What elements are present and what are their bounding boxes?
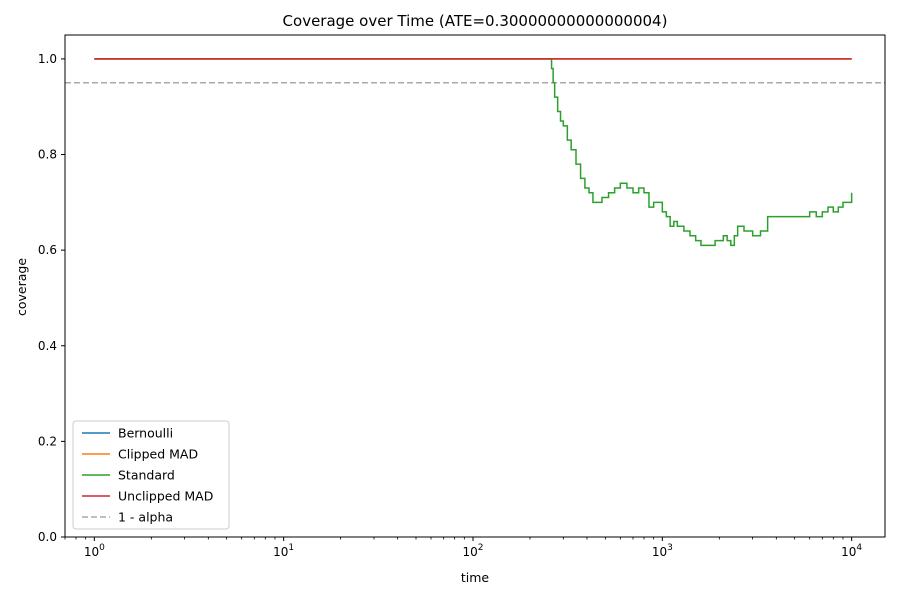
plot-area [65, 58, 885, 247]
y-tick-label: 0.8 [38, 148, 57, 162]
x-tick-label: 100 [84, 543, 105, 559]
legend-box [72, 420, 230, 530]
plot-frame [64, 34, 886, 538]
legend-label: Bernoulli [118, 426, 173, 441]
y-tick-label: 0.2 [38, 434, 57, 448]
y-tick-label: 1.0 [38, 52, 57, 66]
x-tick-label: 104 [841, 543, 862, 559]
legend-label: Unclipped MAD [118, 489, 213, 504]
y-tick-label: 0.4 [38, 339, 57, 353]
x-tick-label: 103 [652, 543, 673, 559]
y-axis-label: coverage [14, 258, 29, 316]
legend-label: Standard [118, 468, 175, 483]
x-tick-label: 102 [462, 543, 483, 559]
legend: Bernoulli Clipped MAD Standard Unclipped MA… [72, 420, 230, 530]
x-axis-label: time [461, 570, 490, 585]
chart-title: Coverage over Time (ATE=0.30000000000000… [283, 12, 668, 30]
legend-label: Clipped MAD [118, 447, 198, 462]
x-tick-label: 101 [273, 543, 294, 559]
series-line-standard [94, 58, 853, 247]
y-tick-label: 0.6 [38, 243, 57, 257]
legend-label: 1 - alpha [118, 510, 173, 525]
y-tick-label: 0.0 [38, 530, 57, 544]
axes: 0.0 0.2 0.4 0.6 0.8 1.0 100 101 102 103 104 [38, 52, 863, 559]
